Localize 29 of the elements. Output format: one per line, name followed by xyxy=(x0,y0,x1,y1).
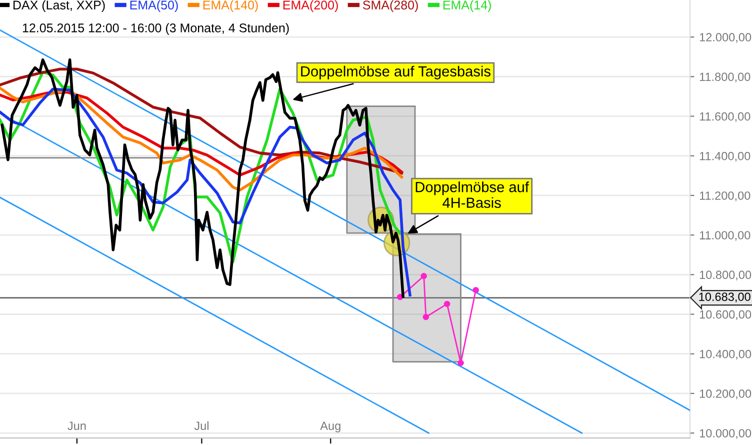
y-tick-label: 10.600,00 xyxy=(700,310,752,320)
y-tick-label: 11.600,00 xyxy=(700,112,750,122)
x-tick-label: Jul xyxy=(194,421,208,430)
legend-label: EMA(50) xyxy=(130,0,178,12)
legend-label: EMA(200) xyxy=(283,0,338,12)
y-tick-label: 10.200,00 xyxy=(700,389,752,400)
point xyxy=(472,286,479,294)
legend-label: EMA(140) xyxy=(203,0,258,12)
legend-label: EMA(14) xyxy=(443,0,491,12)
y-tick-label: 12.000,00 xyxy=(700,33,752,43)
y-tick-label: 11.200,00 xyxy=(700,191,750,202)
point xyxy=(444,300,450,308)
text: 12.05.2015 12:00 - 16:00 (3 Monate, 4 Stunden) xyxy=(22,23,289,35)
y-tick-label: 11.000,00 xyxy=(700,231,750,241)
y-tick-label: 10.000,00 xyxy=(700,429,752,439)
annotation: Doppelmöbse auf Tagesbasis xyxy=(301,66,490,80)
point xyxy=(458,360,464,366)
point xyxy=(420,272,427,280)
y-tick-label: 10.400,00 xyxy=(700,350,752,360)
point xyxy=(422,314,430,320)
y-tick-label: 11.400,00 xyxy=(700,152,750,162)
annotation: Doppelmöbse auf 4H-Basis xyxy=(416,182,529,208)
x-tick-label: Jun xyxy=(68,422,86,430)
legend-label: SMA(280) xyxy=(362,0,418,12)
legend-label: DAX (Last, XXP) xyxy=(14,0,105,12)
y-tick-label: 11.800,00 xyxy=(700,72,750,82)
x-tick-label: Aug xyxy=(320,422,340,432)
y-tick-label: 10.800,00 xyxy=(700,270,752,280)
ref-line-label: 10.683,00 xyxy=(699,292,750,302)
